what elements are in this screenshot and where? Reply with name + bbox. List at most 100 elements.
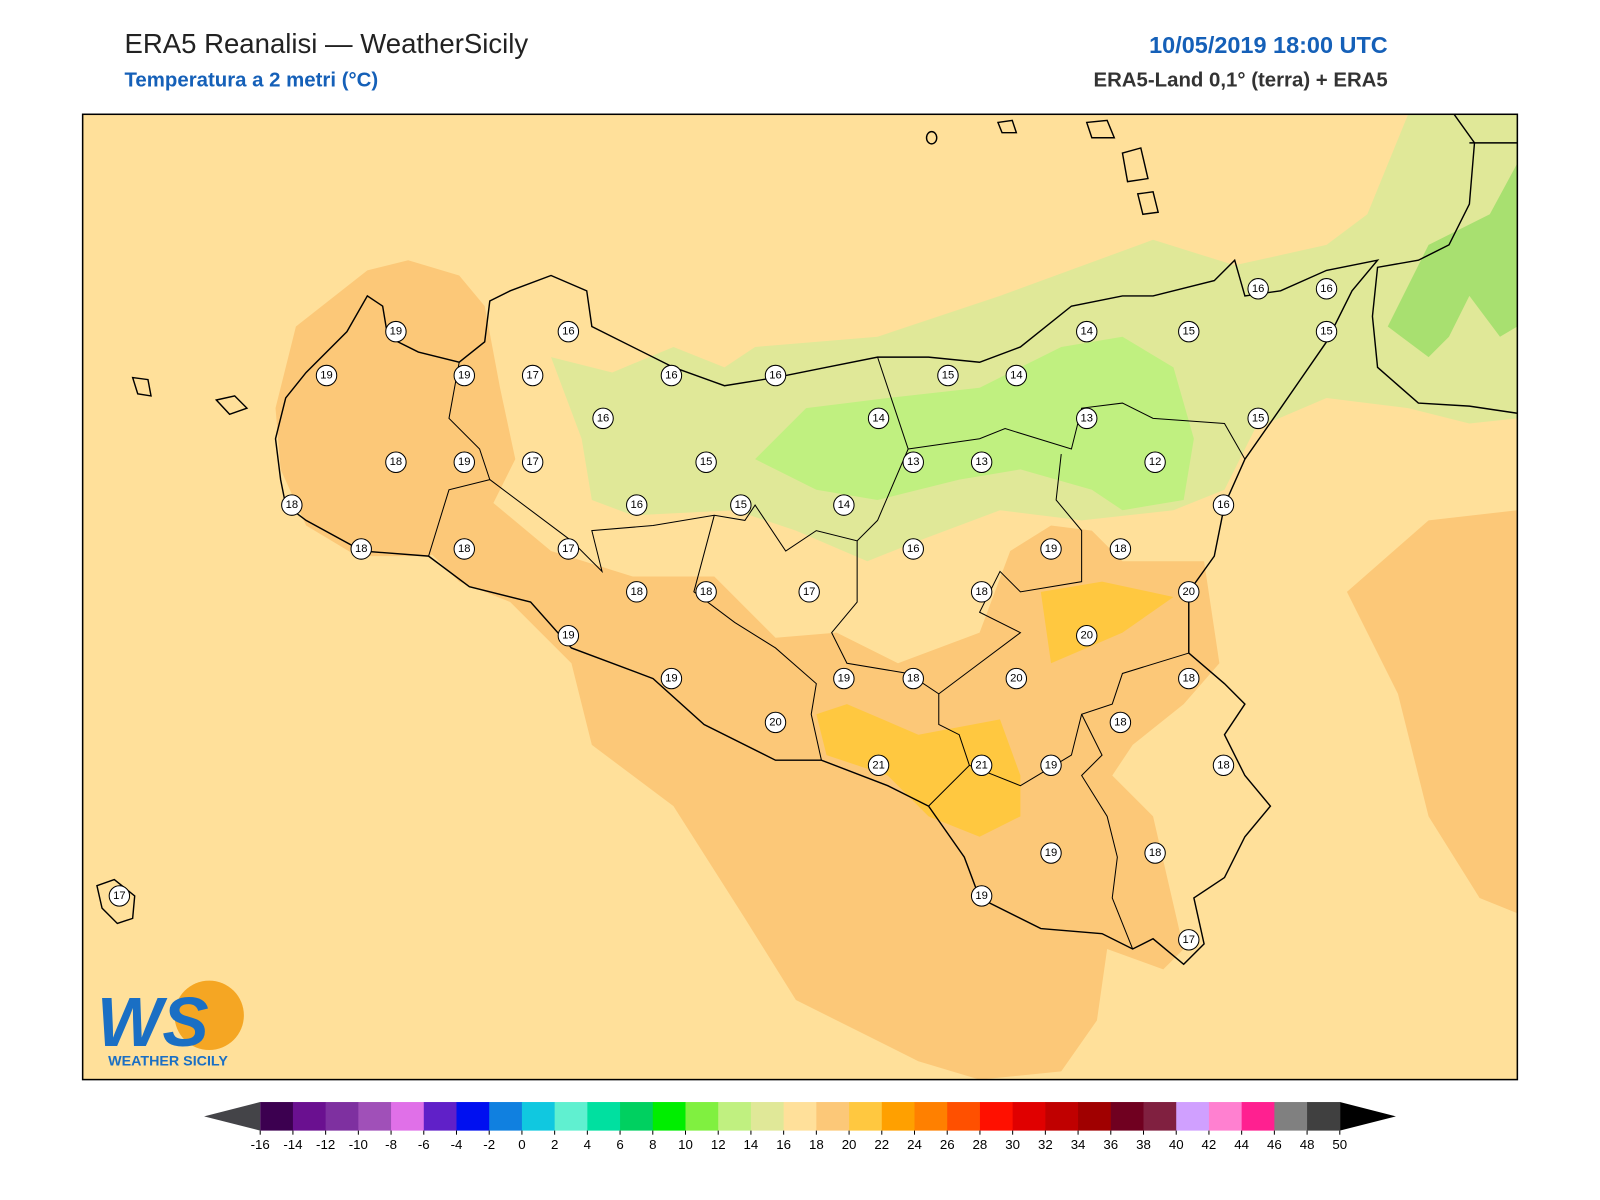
station-value: 16 xyxy=(562,326,574,338)
station-marker xyxy=(521,451,544,473)
colorbar-label: 36 xyxy=(1103,1137,1118,1152)
colorbar-cell xyxy=(292,1102,327,1131)
station-marker xyxy=(1040,538,1062,560)
colorbar-label: -10 xyxy=(349,1137,368,1152)
colorbar-cell xyxy=(881,1102,916,1131)
colorbar-cell xyxy=(947,1102,981,1131)
station-marker xyxy=(453,451,475,473)
station-marker xyxy=(937,364,959,387)
station-marker xyxy=(1315,278,1338,300)
station-value: 15 xyxy=(1252,412,1264,424)
colorbar-cell xyxy=(1274,1102,1308,1131)
colorbar-cell xyxy=(914,1102,948,1131)
province-borders xyxy=(428,356,1246,950)
station-value: 15 xyxy=(735,499,747,511)
colorbar-label: 14 xyxy=(744,1137,759,1152)
station-marker xyxy=(695,451,717,473)
logo-name: WEATHER SICILY xyxy=(108,1053,228,1069)
station-marker xyxy=(660,667,683,690)
colorbar-label: -14 xyxy=(283,1137,302,1152)
station-value: 15 xyxy=(942,370,954,382)
map: 19 16 19 19 17 16 16 15 14 14 15 16 16 15 16 14 13 15 18 19… xyxy=(82,114,1518,1080)
station-marker xyxy=(764,364,787,387)
colorbar-cell xyxy=(1012,1102,1046,1131)
station-marker xyxy=(902,538,924,560)
colorbar-cell xyxy=(718,1102,752,1131)
colorbar-label: 10 xyxy=(678,1137,693,1152)
colorbar-cell xyxy=(620,1102,654,1131)
station-marker xyxy=(315,364,338,387)
station-value: 18 xyxy=(1114,543,1126,555)
colorbar-cell xyxy=(750,1102,785,1131)
colorbar-cell xyxy=(652,1102,687,1131)
station-marker xyxy=(592,407,614,430)
station-value: 17 xyxy=(562,543,574,555)
colorbar-cell xyxy=(554,1102,588,1131)
station-value: 18 xyxy=(458,543,470,555)
station-marker xyxy=(764,711,787,734)
station-value: 18 xyxy=(1114,716,1126,728)
station-marker xyxy=(1178,667,1200,690)
coastline xyxy=(96,114,1518,966)
colorbar-cell xyxy=(783,1102,817,1131)
station-marker xyxy=(1315,320,1338,343)
station-marker xyxy=(626,581,648,603)
colorbar-label: 48 xyxy=(1300,1137,1315,1152)
station-value: 17 xyxy=(526,456,538,468)
station-marker xyxy=(557,320,580,343)
colorbar-label: 46 xyxy=(1267,1137,1282,1152)
station-marker xyxy=(1076,625,1098,647)
colorbar-label: 38 xyxy=(1136,1137,1151,1152)
station-marker xyxy=(1144,842,1166,864)
station-marker xyxy=(1247,278,1269,300)
station-value: 19 xyxy=(458,370,470,382)
station-marker xyxy=(660,364,683,387)
station-marker xyxy=(730,494,752,516)
colorbar-label: 12 xyxy=(711,1137,726,1152)
colorbar-cell xyxy=(1143,1102,1177,1131)
station-value: 19 xyxy=(458,456,470,468)
colorbar-label: 20 xyxy=(842,1137,857,1152)
colorbar-label: 0 xyxy=(518,1137,525,1152)
station-marker xyxy=(385,451,407,473)
station-value: 18 xyxy=(390,456,402,468)
station-value: 18 xyxy=(1217,759,1229,771)
station-value: 13 xyxy=(907,456,919,468)
colorbar-cell xyxy=(489,1102,523,1131)
station-value: 20 xyxy=(769,716,781,728)
station-marker xyxy=(1212,754,1235,777)
station-marker xyxy=(108,885,131,907)
station-value: 13 xyxy=(975,456,987,468)
colorbar-label: 50 xyxy=(1332,1137,1347,1152)
colorbar-cell xyxy=(260,1102,294,1131)
station-marker xyxy=(1076,407,1098,430)
station-marker xyxy=(1005,667,1028,690)
colorbar-label: -4 xyxy=(451,1137,463,1152)
logo-mark: WS xyxy=(97,983,209,1061)
station-value: 18 xyxy=(907,673,919,685)
station-value: 14 xyxy=(872,412,884,424)
station-marker xyxy=(970,754,993,777)
colorbar-label: -16 xyxy=(251,1137,270,1152)
station-marker xyxy=(626,494,648,516)
station-value: 19 xyxy=(665,673,677,685)
colorbar-cell xyxy=(979,1102,1014,1131)
station-value: 13 xyxy=(1080,412,1092,424)
colorbar-label: 2 xyxy=(551,1137,558,1152)
field-20 xyxy=(816,704,1021,837)
station-value: 19 xyxy=(390,326,402,338)
field-18 xyxy=(275,260,516,557)
station-value: 14 xyxy=(838,499,850,511)
station-marker xyxy=(798,581,820,603)
station-marker xyxy=(521,364,544,387)
station-marker xyxy=(557,625,580,647)
station-value: 18 xyxy=(975,586,987,598)
colorbar-cell xyxy=(816,1102,850,1131)
colorbar-cell xyxy=(1110,1102,1145,1131)
station-marker xyxy=(1178,929,1200,951)
station-marker xyxy=(970,885,993,907)
colorbar-cell xyxy=(423,1102,458,1131)
station-marker xyxy=(453,364,475,387)
station-marker xyxy=(902,451,924,473)
